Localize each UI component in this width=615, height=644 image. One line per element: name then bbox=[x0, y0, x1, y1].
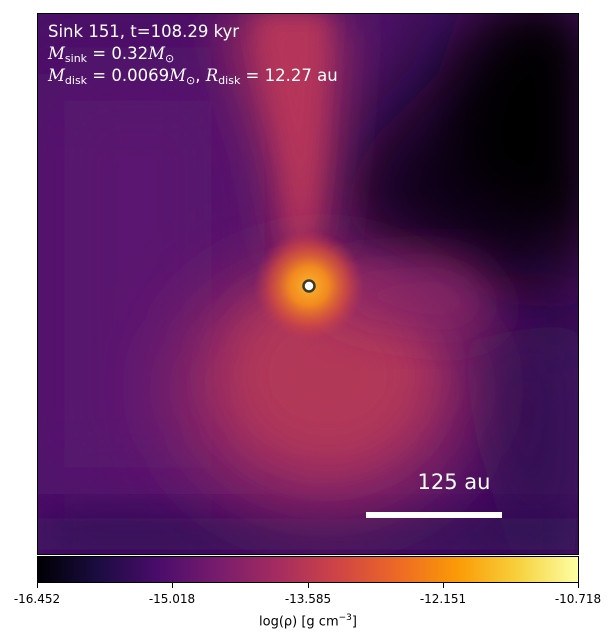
colorbar-tick-label: -13.585 bbox=[284, 592, 332, 606]
colorbar-tick bbox=[578, 583, 579, 588]
colorbar-tick-label: -15.018 bbox=[148, 592, 196, 606]
colorbar-tick bbox=[308, 583, 309, 588]
disk-mass-label: Mdisk = 0.0069M⊙, Rdisk = 12.27 au bbox=[48, 66, 338, 87]
density-map bbox=[38, 14, 578, 554]
density-map-panel: Sink 151, t=108.29 kyr Msink = 0.32M⊙ Md… bbox=[37, 13, 579, 555]
colorbar-tick-label: -16.452 bbox=[13, 592, 61, 606]
colorbar-tick-label: -10.718 bbox=[554, 592, 602, 606]
colorbar-label: log(ρ) [g cm−3] bbox=[259, 613, 357, 630]
disk-mass-value: 0.0069 bbox=[111, 66, 170, 85]
sink-marker bbox=[302, 279, 316, 293]
colorbar-tick bbox=[443, 583, 444, 588]
scale-bar-label: 125 au bbox=[417, 470, 491, 494]
sink-title: Sink 151, t=108.29 kyr bbox=[48, 22, 240, 41]
disk-radius-unit: au bbox=[317, 66, 338, 85]
disk-radius-value: 12.27 bbox=[264, 66, 312, 85]
scale-bar bbox=[366, 512, 502, 518]
colorbar bbox=[37, 556, 579, 583]
sink-mass-label: Msink = 0.32M⊙ bbox=[48, 44, 175, 65]
sink-mass-value: 0.32 bbox=[111, 44, 149, 63]
colorbar-tick bbox=[172, 583, 173, 588]
colorbar-tick-label: -12.151 bbox=[419, 592, 467, 606]
colorbar-tick bbox=[37, 583, 38, 588]
